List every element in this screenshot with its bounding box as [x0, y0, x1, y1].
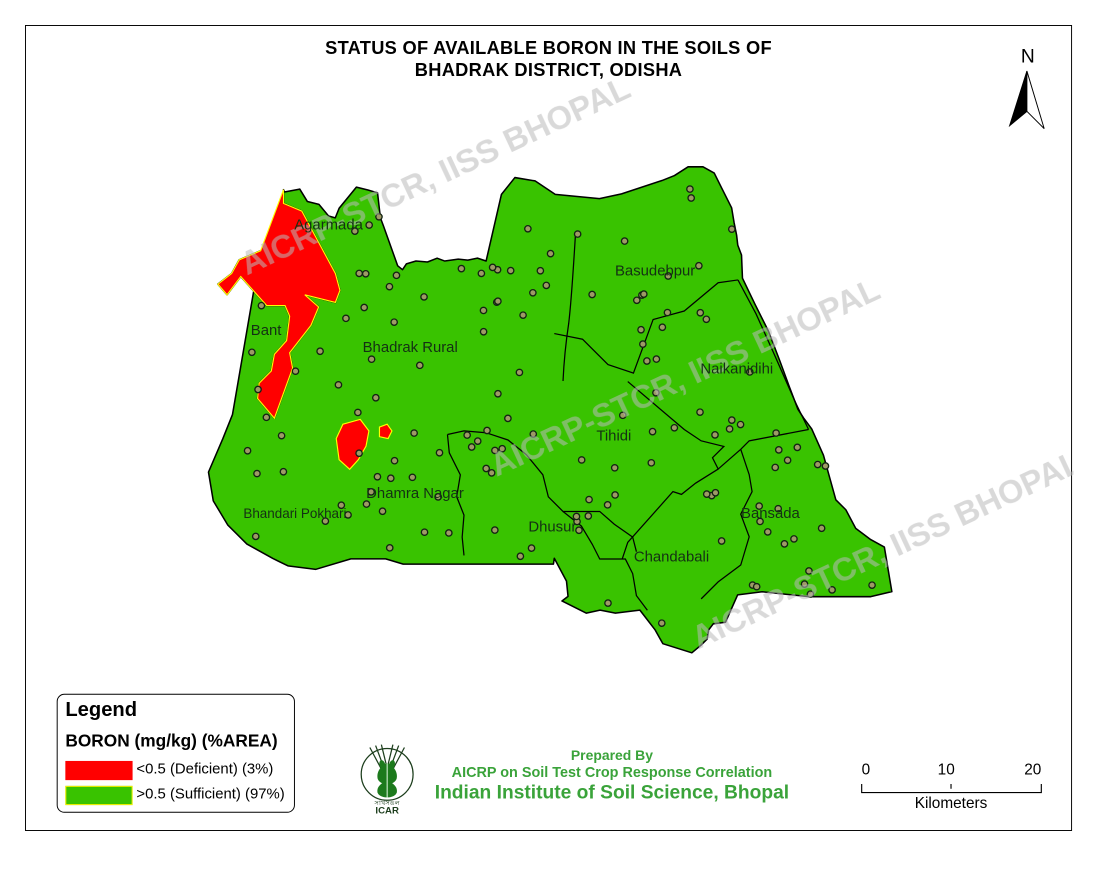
svg-text:Basudebpur: Basudebpur	[615, 263, 695, 279]
svg-text:Dhamra Nagar: Dhamra Nagar	[366, 486, 464, 502]
svg-text:Chandabali: Chandabali	[634, 549, 709, 565]
svg-text:Bhandari Pokhari: Bhandari Pokhari	[243, 506, 346, 521]
svg-text:10: 10	[938, 761, 955, 778]
svg-text:0: 0	[862, 761, 871, 778]
svg-text:Dhusur: Dhusur	[528, 520, 576, 536]
svg-text:Bansada: Bansada	[741, 506, 800, 522]
svg-text:Bant: Bant	[251, 323, 282, 339]
svg-text:Naikanidihi: Naikanidihi	[700, 361, 773, 377]
svg-text:Tihidi: Tihidi	[596, 428, 631, 444]
svg-text:Agarmada: Agarmada	[294, 217, 363, 233]
svg-text:ICAR: ICAR	[375, 806, 399, 815]
svg-text:20: 20	[1024, 761, 1041, 778]
svg-text:Bhadrak Rural: Bhadrak Rural	[363, 340, 458, 356]
svg-text:Kilometers: Kilometers	[915, 795, 988, 812]
